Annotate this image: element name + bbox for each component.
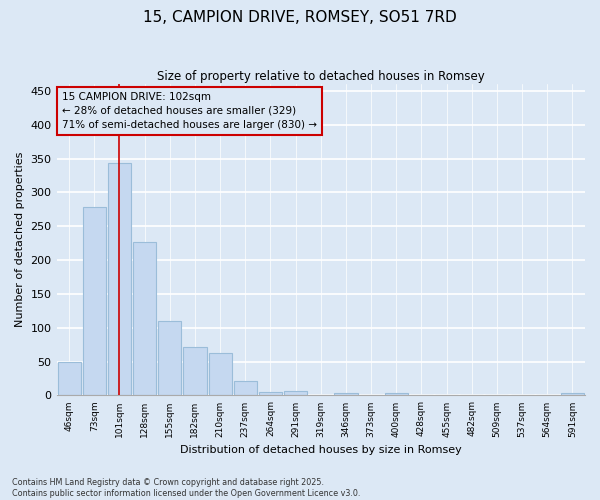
Bar [133,242,156,396]
Text: Contains HM Land Registry data © Crown copyright and database right 2025.
Contai: Contains HM Land Registry data © Crown c… [12,478,361,498]
Bar [259,392,282,396]
Bar [234,380,257,396]
Bar [561,392,584,396]
Bar [385,394,408,396]
Bar [334,392,358,396]
Bar [83,208,106,396]
Text: 15 CAMPION DRIVE: 102sqm
← 28% of detached houses are smaller (329)
71% of semi-: 15 CAMPION DRIVE: 102sqm ← 28% of detach… [62,92,317,130]
Bar [284,390,307,396]
Bar [158,321,181,396]
Bar [108,164,131,396]
Bar [58,362,80,396]
Bar [209,353,232,396]
Bar [184,346,206,396]
X-axis label: Distribution of detached houses by size in Romsey: Distribution of detached houses by size … [180,445,461,455]
Text: 15, CAMPION DRIVE, ROMSEY, SO51 7RD: 15, CAMPION DRIVE, ROMSEY, SO51 7RD [143,10,457,25]
Title: Size of property relative to detached houses in Romsey: Size of property relative to detached ho… [157,70,485,83]
Y-axis label: Number of detached properties: Number of detached properties [15,152,25,328]
